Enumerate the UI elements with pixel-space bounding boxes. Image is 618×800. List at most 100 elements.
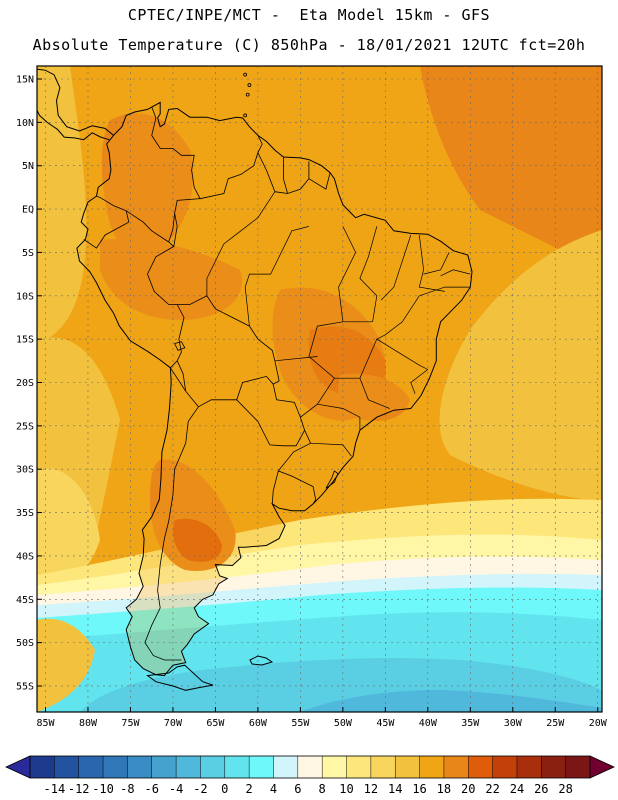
colorbar-label: 2 — [246, 782, 253, 796]
colorbar: -14 -12 -10 -8 -6 -4 -2 0 2 4 6 8 10 12 14 16 18 20 22 24 26… — [5, 755, 615, 796]
longitude-axis: 85W 80W 75W 70W 65W 60W 55W 50W 45W 40W 35W 30W 25W 2… — [36, 707, 608, 729]
colorbar-swatch — [565, 756, 591, 778]
lat-label: 50S — [16, 638, 34, 649]
field-pacific-north — [37, 66, 87, 345]
colorbar-label: -12 — [68, 782, 90, 796]
lagoa-dos-patos — [325, 470, 339, 489]
island — [245, 92, 250, 97]
island — [218, 50, 221, 53]
colorbar-swatch — [273, 756, 299, 778]
colorbar-swatch — [395, 756, 420, 778]
colorbar-label: 12 — [364, 782, 378, 796]
colorbar-label: 6 — [294, 782, 301, 796]
lat-label: 10N — [16, 118, 34, 129]
island — [205, 49, 208, 52]
colorbar-label: 10 — [339, 782, 353, 796]
lon-label: 85W — [36, 718, 55, 729]
lon-label: 80W — [79, 718, 98, 729]
lat-label: 5S — [22, 248, 34, 259]
island — [243, 113, 248, 118]
lat-label: 35S — [16, 508, 34, 519]
lat-label: 25S — [16, 421, 34, 432]
colorbar-swatch — [297, 756, 323, 778]
colorbar-swatch — [54, 756, 80, 778]
field-ne-ocean-warm — [420, 66, 602, 270]
colorbar-label: -10 — [92, 782, 114, 796]
colorbar-swatch — [516, 756, 542, 778]
graticule — [37, 66, 602, 712]
colorbar-swatch — [346, 756, 372, 778]
tierra-del-fuego — [146, 664, 214, 691]
colorbar-label: 14 — [388, 782, 402, 796]
colorbar-swatch — [541, 756, 567, 778]
field-amazon-hot — [100, 239, 242, 320]
colorbar-swatch — [151, 756, 177, 778]
map-frame — [36, 65, 603, 713]
lon-label: 55W — [291, 718, 310, 729]
colorbar-underflow-arrow — [5, 755, 31, 779]
colorbar-swatch — [127, 756, 153, 778]
lake-titicaca — [174, 341, 186, 351]
field-pacific-south-yellow — [37, 468, 100, 595]
temperature-field — [37, 66, 602, 712]
lat-label: 40S — [16, 551, 34, 562]
title-line-1: CPTEC/INPE/MCT - Eta Model 15km - GFS — [127, 6, 491, 24]
island — [247, 83, 252, 87]
field-south-deepblue — [300, 690, 602, 712]
colorbar-label: -2 — [193, 782, 207, 796]
colorbar-swatch — [200, 756, 226, 778]
colorbar-swatch — [30, 756, 55, 778]
lon-label: 25W — [546, 718, 565, 729]
lat-label: 5N — [22, 161, 34, 172]
colorbar-frame — [29, 755, 591, 779]
lat-label: 30S — [16, 465, 34, 476]
lat-label: 15N — [16, 75, 34, 86]
lon-label: 40W — [419, 718, 438, 729]
lon-label: 35W — [461, 718, 480, 729]
field-east-ocean — [439, 230, 602, 500]
country-borders — [83, 106, 331, 661]
lon-label: 50W — [334, 718, 353, 729]
central-america-coast — [37, 68, 114, 141]
colorbar-swatch — [468, 756, 494, 778]
falkland-islands — [249, 655, 274, 666]
field-east-brazil-hot — [338, 373, 410, 421]
lat-label: 55S — [16, 681, 34, 692]
colorbar-label: 28 — [558, 782, 572, 796]
lon-label: 45W — [376, 718, 395, 729]
colorbar-label: 18 — [437, 782, 451, 796]
colorbar-swatch — [443, 756, 469, 778]
lon-label: 70W — [164, 718, 183, 729]
colorbar-swatch — [419, 756, 445, 778]
lat-label: 45S — [16, 595, 34, 606]
colorbar-label: 24 — [510, 782, 524, 796]
colorbar-swatch — [176, 756, 201, 778]
colorbar-swatch — [322, 756, 347, 778]
colorbar-label: -6 — [145, 782, 159, 796]
lat-label: EQ — [22, 205, 34, 216]
colorbar-swatch — [78, 756, 104, 778]
colorbar-label: -4 — [169, 782, 183, 796]
lon-label: 65W — [206, 718, 225, 729]
colorbar-label: 0 — [221, 782, 228, 796]
field-patagonia-orange — [37, 618, 95, 712]
field-argentina-hotcore — [173, 518, 222, 562]
colorbar-label: 20 — [461, 782, 475, 796]
south-america-coast — [76, 101, 473, 677]
coastlines — [37, 49, 473, 691]
title-line-2: Absolute Temperature (C) 850hPa - 18/01/… — [32, 36, 586, 54]
colorbar-label: -14 — [44, 782, 66, 796]
colorbar-swatch — [370, 756, 396, 778]
colorbar-label: 26 — [534, 782, 548, 796]
colorbar-label: 8 — [319, 782, 326, 796]
colorbar-swatch — [249, 756, 274, 778]
colorbar-label: 16 — [412, 782, 426, 796]
colorbar-swatch — [103, 756, 128, 778]
colorbar-overflow-arrow — [589, 755, 615, 779]
lat-label: 15S — [16, 335, 34, 346]
lon-label: 30W — [504, 718, 523, 729]
lon-label: 20W — [589, 718, 608, 729]
colorbar-swatch — [492, 756, 518, 778]
latitude-axis: 15N 10N 5N EQ 5S 10S 15S 20S 25S 30S 35S 40S 45S 50S 5… — [16, 75, 42, 692]
